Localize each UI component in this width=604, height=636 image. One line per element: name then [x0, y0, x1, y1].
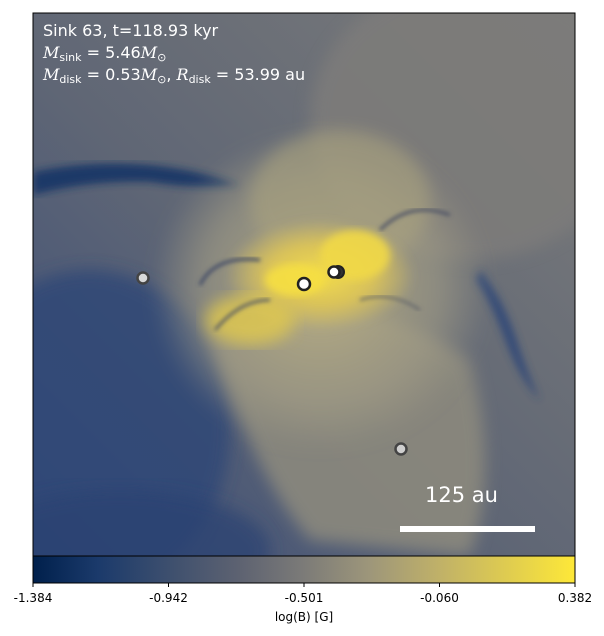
- disk-annotation: Mdisk = 0.53M⊙, Rdisk = 53.99 au: [43, 64, 305, 90]
- colorbar-label: log(B) [G]: [274, 610, 334, 624]
- sink-pair-a: [327, 265, 341, 279]
- sink-lower-right: [394, 442, 408, 456]
- sun-unit-2: M: [140, 65, 158, 84]
- colorbar: [32, 555, 576, 584]
- sink-time-label: Sink 63, t=118.93 kyr: [43, 21, 219, 40]
- comma: ,: [166, 65, 177, 84]
- sun-sub-2: ⊙: [157, 73, 167, 86]
- r-disk-value: = 53.99 au: [210, 65, 306, 84]
- m-disk-symbol: M: [43, 65, 60, 84]
- sun-unit: M: [140, 43, 158, 62]
- magnetic-field-map: [33, 13, 575, 556]
- r-disk-symbol: R: [176, 65, 189, 84]
- m-sink-sub: sink: [59, 51, 82, 64]
- sink-left: [136, 271, 150, 285]
- title-annotation: Sink 63, t=118.93 kyr: [43, 20, 218, 41]
- scale-bar: [400, 526, 535, 532]
- colorbar-tick-0: -1.384: [13, 591, 53, 605]
- colorbar-tick-3: -0.060: [420, 591, 459, 605]
- m-disk-value: = 0.53: [81, 65, 141, 84]
- m-disk-sub: disk: [59, 73, 82, 86]
- colorbar-tick-4: 0.382: [557, 591, 593, 605]
- sun-sub: ⊙: [157, 51, 167, 64]
- m-sink-symbol: M: [43, 43, 60, 62]
- colorbar-tick-1: -0.942: [149, 591, 188, 605]
- r-disk-sub: disk: [188, 73, 211, 86]
- sink-primary: [296, 276, 312, 292]
- colorbar-ticks: [32, 583, 576, 587]
- sink-mass-annotation: Msink = 5.46M⊙: [43, 42, 166, 68]
- scale-bar-label: 125 au: [425, 483, 498, 507]
- colorbar-tick-2: -0.501: [284, 591, 324, 605]
- m-sink-value: = 5.46: [81, 43, 141, 62]
